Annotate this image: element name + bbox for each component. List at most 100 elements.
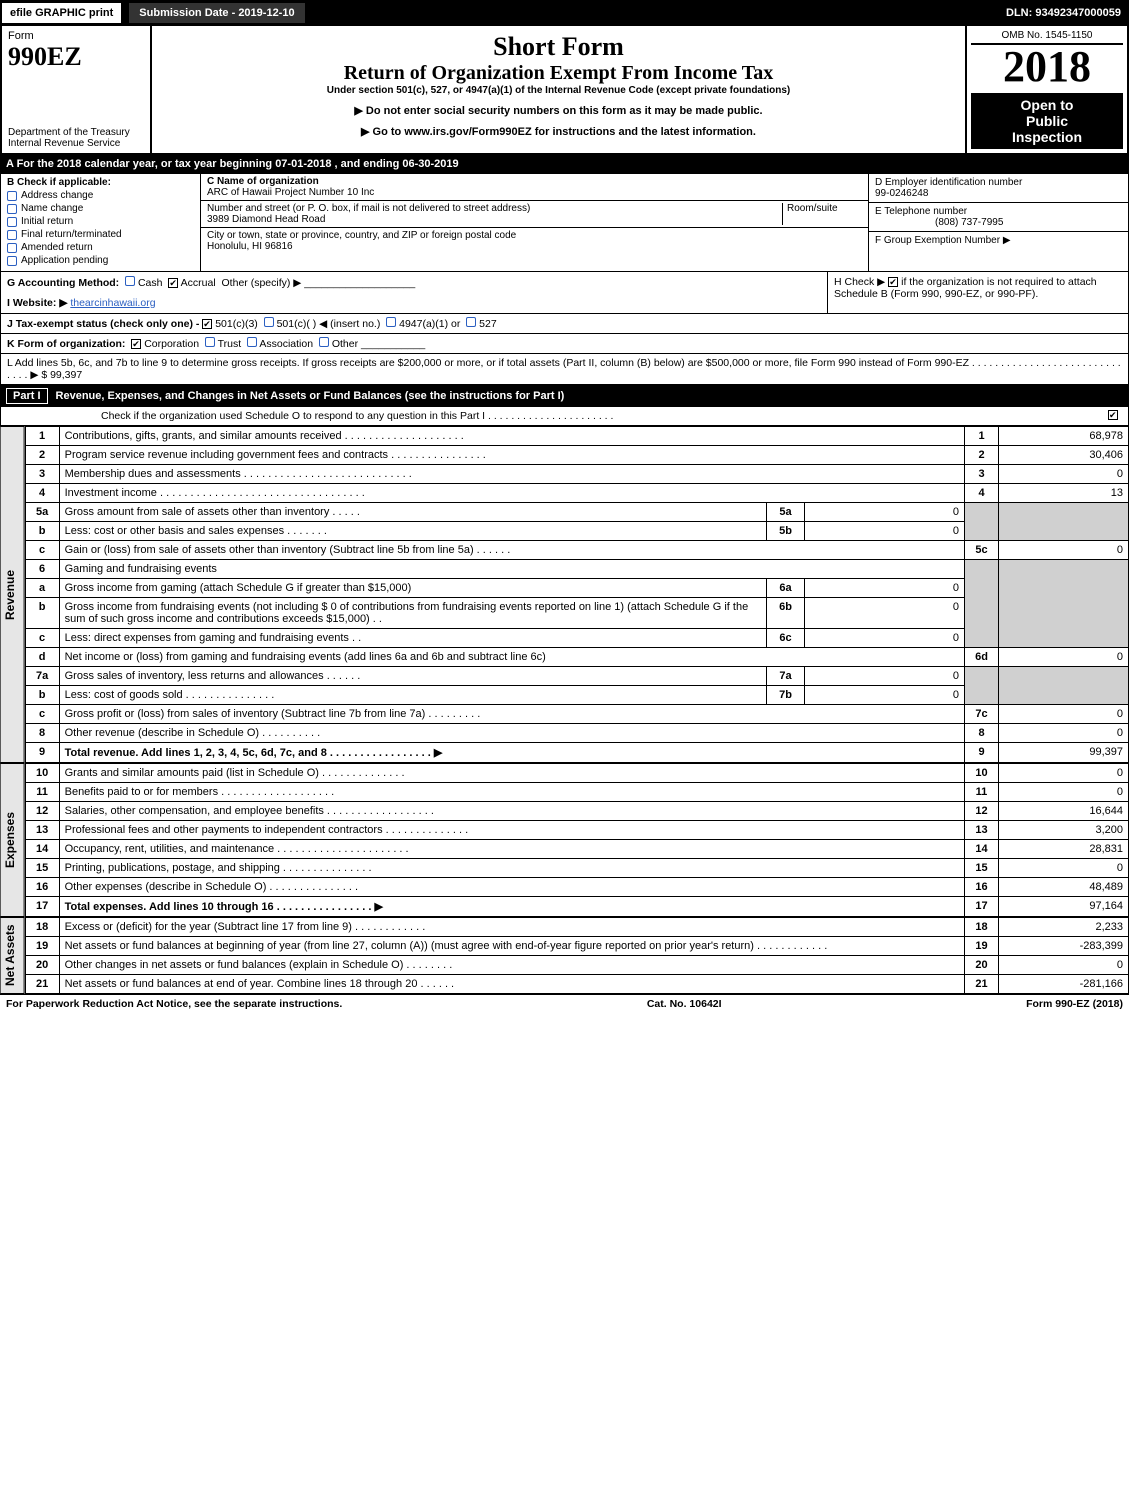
checkbox-trust[interactable] <box>205 337 215 347</box>
row-num: 21 <box>25 975 59 994</box>
row-num: 17 <box>25 897 59 917</box>
subtitle: Under section 501(c), 527, or 4947(a)(1)… <box>162 85 955 96</box>
row-num: 15 <box>25 859 59 878</box>
row-ref: 3 <box>965 465 999 484</box>
box-d-e-f: D Employer identification number 99-0246… <box>868 174 1128 271</box>
line-l-text: L Add lines 5b, 6c, and 7b to line 9 to … <box>7 357 1121 381</box>
telephone-label: E Telephone number <box>875 206 967 217</box>
radio-accrual[interactable] <box>168 278 178 288</box>
form-header: Form 990EZ Department of the Treasury In… <box>0 26 1129 155</box>
row-amount: -283,399 <box>999 937 1129 956</box>
row-17: 17Total expenses. Add lines 10 through 1… <box>25 897 1128 917</box>
radio-cash[interactable] <box>125 276 135 286</box>
line-g-label: G Accounting Method: <box>7 277 119 289</box>
expenses-table: 10Grants and similar amounts paid (list … <box>25 763 1129 917</box>
sub-amount: 0 <box>805 629 965 648</box>
label-527: 527 <box>479 318 497 330</box>
row-19: 19Net assets or fund balances at beginni… <box>25 937 1128 956</box>
row-num: 18 <box>25 918 59 937</box>
sub-amount: 0 <box>805 598 965 629</box>
tax-year: 2018 <box>971 45 1123 89</box>
sub-ref: 6a <box>767 579 805 598</box>
net-assets-table: 18Excess or (deficit) for the year (Subt… <box>25 917 1129 994</box>
line-i-label: I Website: ▶ <box>7 297 67 309</box>
row-11: 11Benefits paid to or for members . . . … <box>25 783 1128 802</box>
part-i-badge: Part I <box>6 388 48 404</box>
row-amount: 0 <box>999 648 1129 667</box>
sub-ref: 7a <box>767 667 805 686</box>
row-8: 8Other revenue (describe in Schedule O) … <box>25 724 1128 743</box>
instruction-link[interactable]: ▶ Go to www.irs.gov/Form990EZ for instru… <box>162 125 955 138</box>
label-corporation: Corporation <box>144 338 199 350</box>
sub-amount: 0 <box>805 522 965 541</box>
footer-form-ref: Form 990-EZ (2018) <box>1026 998 1123 1010</box>
row-14: 14Occupancy, rent, utilities, and mainte… <box>25 840 1128 859</box>
row-amount: 16,644 <box>999 802 1129 821</box>
checkbox-4947[interactable] <box>386 317 396 327</box>
row-num: 5a <box>25 503 59 522</box>
checkbox-501c3[interactable] <box>202 319 212 329</box>
checkbox-application-pending[interactable]: Application pending <box>7 255 194 266</box>
label-application-pending: Application pending <box>21 255 108 266</box>
row-4: 4Investment income . . . . . . . . . . .… <box>25 484 1128 503</box>
checkbox-corporation[interactable] <box>131 339 141 349</box>
top-bar: efile GRAPHIC print Submission Date - 20… <box>0 0 1129 26</box>
checkbox-amended-return[interactable]: Amended return <box>7 242 194 253</box>
checkbox-address-change[interactable]: Address change <box>7 190 194 201</box>
row-desc: Investment income . . . . . . . . . . . … <box>59 484 964 503</box>
row-desc: Net assets or fund balances at beginning… <box>59 937 964 956</box>
label-4947: 4947(a)(1) or <box>399 318 460 330</box>
label-amended-return: Amended return <box>21 242 93 253</box>
line-l: L Add lines 5b, 6c, and 7b to line 9 to … <box>0 354 1129 385</box>
checkbox-schedule-b-not-required[interactable] <box>888 277 898 287</box>
sub-ref: 6b <box>767 598 805 629</box>
row-desc: Less: cost or other basis and sales expe… <box>59 522 766 541</box>
submission-date: Submission Date - 2019-12-10 <box>129 3 304 23</box>
box-b-header: B Check if applicable: <box>7 177 194 188</box>
entity-info-grid: B Check if applicable: Address change Na… <box>0 173 1129 272</box>
checkbox-initial-return[interactable]: Initial return <box>7 216 194 227</box>
row-6c: cLess: direct expenses from gaming and f… <box>25 629 1128 648</box>
efile-print-button[interactable]: efile GRAPHIC print <box>0 1 123 25</box>
row-7c: cGross profit or (loss) from sales of in… <box>25 705 1128 724</box>
checkbox-501c[interactable] <box>264 317 274 327</box>
checkbox-527[interactable] <box>466 317 476 327</box>
label-name-change: Name change <box>21 203 83 214</box>
checkbox-other-org[interactable] <box>319 337 329 347</box>
checkbox-association[interactable] <box>247 337 257 347</box>
row-21: 21Net assets or fund balances at end of … <box>25 975 1128 994</box>
row-amount: 2,233 <box>999 918 1129 937</box>
row-desc: Total expenses. Add lines 10 through 16 … <box>59 897 964 917</box>
row-desc: Benefits paid to or for members . . . . … <box>59 783 964 802</box>
line-h-prefix: H Check ▶ <box>834 276 885 288</box>
label-address-change: Address change <box>21 190 93 201</box>
part-i-check-line: Check if the organization used Schedule … <box>0 407 1129 426</box>
row-desc: Gross profit or (loss) from sales of inv… <box>59 705 964 724</box>
row-9: 9Total revenue. Add lines 1, 2, 3, 4, 5c… <box>25 743 1128 763</box>
street-value: 3989 Diamond Head Road <box>207 214 325 225</box>
row-desc: Other revenue (describe in Schedule O) .… <box>59 724 964 743</box>
checkbox-final-return[interactable]: Final return/terminated <box>7 229 194 240</box>
row-ref: 10 <box>965 764 999 783</box>
box-b: B Check if applicable: Address change Na… <box>1 174 201 271</box>
row-num: 2 <box>25 446 59 465</box>
row-ref: 7c <box>965 705 999 724</box>
checkbox-schedule-o-used[interactable] <box>1108 410 1118 420</box>
row-ref: 6d <box>965 648 999 667</box>
row-amount: 3,200 <box>999 821 1129 840</box>
row-2: 2Program service revenue including gover… <box>25 446 1128 465</box>
checkbox-name-change[interactable]: Name change <box>7 203 194 214</box>
row-ref: 13 <box>965 821 999 840</box>
row-ref: 16 <box>965 878 999 897</box>
row-amount: 0 <box>999 705 1129 724</box>
website-link[interactable]: thearcinhawaii.org <box>70 297 155 309</box>
row-ref: 5c <box>965 541 999 560</box>
sub-amount: 0 <box>805 686 965 705</box>
box-c: C Name of organization ARC of Hawaii Pro… <box>201 174 868 271</box>
line-j: J Tax-exempt status (check only one) - 5… <box>0 314 1129 334</box>
row-10: 10Grants and similar amounts paid (list … <box>25 764 1128 783</box>
row-amount: 30,406 <box>999 446 1129 465</box>
city-value: Honolulu, HI 96816 <box>207 241 293 252</box>
row-desc: Gross income from fundraising events (no… <box>59 598 766 629</box>
row-num: 6 <box>25 560 59 579</box>
